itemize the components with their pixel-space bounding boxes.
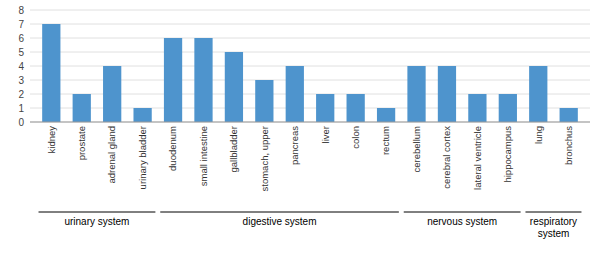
group-label: urinary system: [64, 216, 129, 227]
grid-line: [30, 38, 590, 39]
grid-line: [30, 10, 590, 11]
bar: [286, 66, 304, 122]
y-tick-label: 1: [18, 103, 24, 114]
x-tick-label: prostate: [76, 126, 87, 160]
bar: [225, 52, 243, 122]
group-label: nervous system: [427, 216, 497, 227]
x-tick-label: adrenal gland: [106, 126, 117, 184]
x-tick-label: cerebellum: [411, 126, 422, 173]
bar: [103, 66, 121, 122]
bar: [529, 66, 547, 122]
y-tick-label: 5: [18, 47, 24, 58]
groups: urinary system digestive system nervous sy…: [39, 212, 582, 239]
x-tick-label: cerebral cortex: [441, 126, 452, 189]
group-label: digestive system: [243, 216, 317, 227]
group-label: respiratorysystem: [530, 216, 577, 239]
bar: [164, 38, 182, 122]
bar: [499, 94, 517, 122]
bar: [438, 66, 456, 122]
bar: [468, 94, 486, 122]
y-tick-label: 0: [18, 117, 24, 128]
y-tick-label: 2: [18, 89, 24, 100]
x-tick-label: duodenum: [167, 126, 178, 171]
group-bracket: [404, 212, 521, 213]
x-tick-label: hippocampus: [502, 126, 513, 183]
y-tick-label: 4: [18, 61, 24, 72]
x-tick-label: urinary bladder: [137, 126, 148, 189]
bar: [377, 108, 395, 122]
x-tick-label: bronchus: [563, 126, 574, 165]
x-tick-label: lateral ventricle: [472, 126, 483, 190]
x-tick-label: lung: [533, 126, 544, 144]
y-tick-label: 8: [18, 5, 24, 16]
grid-line: [30, 24, 590, 25]
grid-line: [30, 52, 590, 53]
y-tick-label: 3: [18, 75, 24, 86]
group-bracket: [160, 212, 399, 213]
bar: [194, 38, 212, 122]
x-tick-label: gallbladder: [228, 126, 239, 172]
x-tick-label: kidney: [46, 126, 57, 154]
x-tick-label: colon: [350, 126, 361, 149]
bar: [255, 80, 273, 122]
y-tick-label: 6: [18, 33, 24, 44]
x-axis-line: [30, 122, 590, 123]
bar: [560, 108, 578, 122]
x-tick-label: stomach, upper: [259, 126, 270, 191]
bar: [133, 108, 151, 122]
x-tick-label: liver: [320, 126, 331, 143]
x-axis: kidney prostate adrenal gland urinary bladd…: [46, 126, 574, 192]
x-tick-label: pancreas: [289, 126, 300, 165]
grid-line: [30, 122, 590, 123]
y-tick-label: 7: [18, 19, 24, 30]
bars: [42, 24, 578, 122]
chart: 0 1 2 3 4 5 6 7 8 kidney prostate adrenal gland urin…: [0, 0, 600, 272]
bar: [347, 94, 365, 122]
group-bracket: [39, 212, 156, 213]
bar: [316, 94, 334, 122]
bar: [42, 24, 60, 122]
x-tick-label: small intestine: [198, 126, 209, 186]
group-bracket: [525, 212, 581, 213]
x-tick-label: rectum: [380, 126, 391, 155]
bar: [407, 66, 425, 122]
bar: [73, 94, 91, 122]
y-axis: 0 1 2 3 4 5 6 7 8: [18, 5, 590, 128]
